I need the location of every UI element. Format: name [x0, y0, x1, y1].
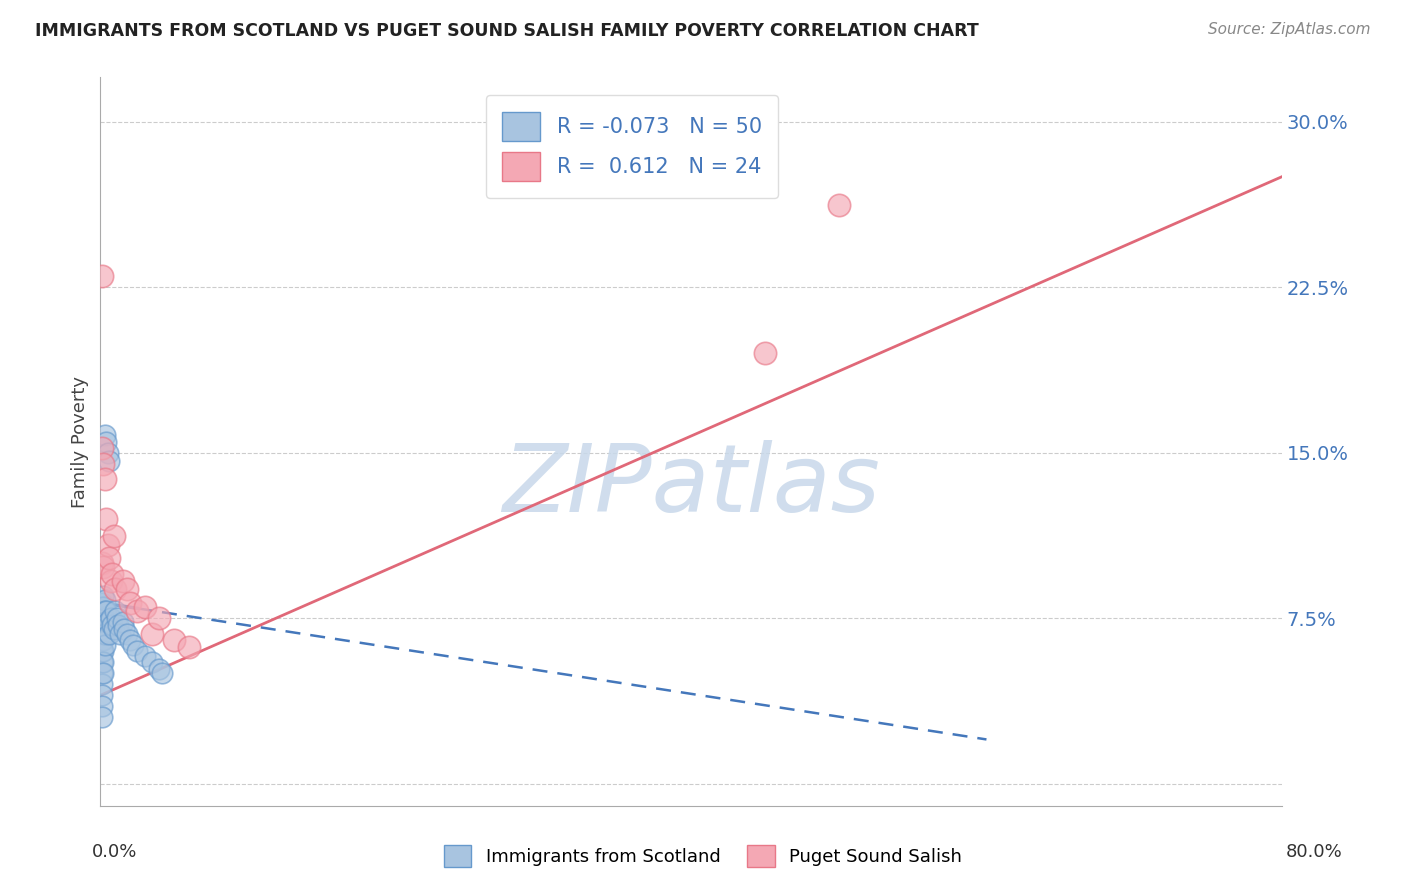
Point: [111, 615, 134, 630]
Point: [90, 688, 112, 702]
Text: Source: ZipAtlas.com: Source: ZipAtlas.com: [1208, 22, 1371, 37]
Point: [91, 655, 114, 669]
Point: [91, 633, 114, 648]
Point: [94, 638, 117, 652]
Point: [828, 198, 851, 212]
Point: [97, 615, 120, 630]
Point: [118, 596, 141, 610]
Y-axis label: Family Poverty: Family Poverty: [72, 376, 89, 508]
Legend: Immigrants from Scotland, Puget Sound Salish: Immigrants from Scotland, Puget Sound Sa…: [437, 838, 969, 874]
Point: [90, 666, 112, 681]
Point: [103, 622, 125, 636]
Point: [148, 611, 170, 625]
Point: [103, 529, 125, 543]
Text: 0.0%: 0.0%: [91, 843, 136, 861]
Legend: R = -0.073   N = 50, R =  0.612   N = 24: R = -0.073 N = 50, R = 0.612 N = 24: [485, 95, 779, 198]
Point: [150, 666, 173, 681]
Text: ZIPatlas: ZIPatlas: [502, 440, 880, 531]
Point: [107, 617, 129, 632]
Point: [91, 626, 114, 640]
Point: [90, 268, 112, 283]
Point: [127, 604, 149, 618]
Point: [94, 472, 117, 486]
Point: [91, 457, 114, 471]
Point: [118, 633, 141, 648]
Point: [90, 633, 112, 648]
Point: [91, 644, 114, 658]
Point: [91, 600, 114, 615]
Point: [108, 626, 131, 640]
Point: [111, 574, 134, 588]
Point: [91, 617, 114, 632]
Point: [94, 626, 117, 640]
Point: [100, 611, 122, 625]
Point: [104, 582, 127, 597]
Point: [94, 615, 117, 630]
Point: [754, 346, 776, 360]
Point: [90, 655, 112, 669]
Point: [90, 556, 112, 570]
Point: [96, 604, 118, 618]
Point: [91, 611, 114, 625]
Point: [127, 644, 149, 658]
Point: [115, 626, 138, 640]
Point: [94, 604, 117, 618]
Point: [100, 574, 122, 588]
Point: [90, 611, 112, 625]
Text: 80.0%: 80.0%: [1286, 843, 1343, 861]
Point: [134, 600, 156, 615]
Point: [96, 512, 118, 526]
Point: [115, 582, 138, 597]
Point: [91, 589, 114, 603]
Point: [105, 611, 128, 625]
Point: [90, 644, 112, 658]
Point: [90, 710, 112, 724]
Point: [141, 655, 163, 669]
Point: [104, 604, 127, 618]
Point: [98, 454, 121, 468]
Point: [90, 604, 112, 618]
Point: [94, 428, 117, 442]
Point: [112, 622, 135, 636]
Point: [97, 538, 120, 552]
Point: [90, 677, 112, 691]
Point: [98, 626, 121, 640]
Point: [134, 648, 156, 663]
Point: [91, 666, 114, 681]
Point: [101, 617, 124, 632]
Point: [163, 633, 186, 648]
Point: [96, 434, 118, 449]
Point: [148, 662, 170, 676]
Point: [121, 638, 143, 652]
Point: [90, 441, 112, 455]
Point: [94, 593, 117, 607]
Point: [177, 640, 200, 654]
Point: [91, 560, 114, 574]
Point: [101, 566, 124, 581]
Point: [98, 551, 121, 566]
Point: [97, 445, 120, 459]
Point: [90, 596, 112, 610]
Point: [90, 622, 112, 636]
Point: [90, 699, 112, 714]
Text: IMMIGRANTS FROM SCOTLAND VS PUGET SOUND SALISH FAMILY POVERTY CORRELATION CHART: IMMIGRANTS FROM SCOTLAND VS PUGET SOUND …: [35, 22, 979, 40]
Point: [141, 626, 163, 640]
